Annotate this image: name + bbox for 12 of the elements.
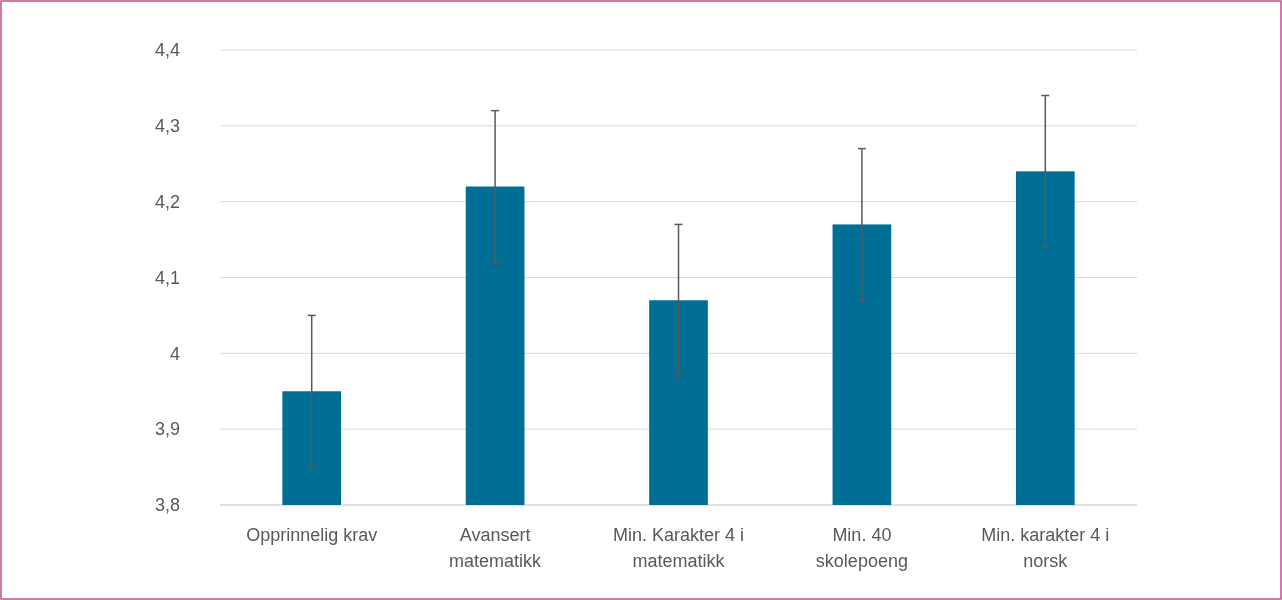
- y-tick-label: 4,2: [154, 191, 180, 212]
- y-tick-label: 4: [169, 343, 180, 364]
- y-tick-label: 4,4: [154, 40, 180, 61]
- y-tick-label: 3,8: [154, 495, 180, 516]
- y-tick-label: 4,1: [154, 267, 180, 288]
- x-tick-label: Avansert matematikk: [449, 525, 543, 571]
- x-tick-label: Min. 40 skolepoeng: [815, 525, 908, 571]
- y-tick-label: 4,3: [154, 116, 180, 137]
- x-tick-label: Opprinnelig krav: [246, 525, 378, 545]
- x-tick-label: Min. karakter 4 i norsk: [981, 525, 1110, 571]
- y-tick-label: 3,9: [154, 419, 180, 440]
- x-tick-label: Min. Karakter 4 i matematikk: [612, 525, 745, 571]
